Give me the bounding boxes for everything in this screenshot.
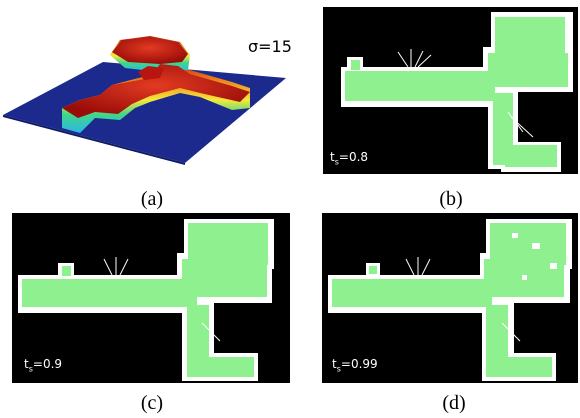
map-graphic xyxy=(18,219,274,381)
panel-c-map: ts=0.9 xyxy=(12,213,290,383)
panel-a-surface-plot: σ=15 xyxy=(0,0,320,190)
free-space-region xyxy=(345,17,568,167)
threshold-label-b: ts=0.8 xyxy=(330,150,369,167)
panel-b-map: ts=0.8 xyxy=(323,7,578,174)
sigma-label: σ=15 xyxy=(248,37,292,56)
surface-peak xyxy=(62,64,250,118)
free-space-region xyxy=(332,223,566,377)
caption-c: (c) xyxy=(140,392,164,414)
panel-d-map: ts=0.99 xyxy=(322,213,578,383)
caption-a: (a) xyxy=(140,188,164,210)
threshold-label-c: ts=0.9 xyxy=(24,357,63,374)
noise-specks xyxy=(512,233,557,280)
map-graphic xyxy=(328,219,572,381)
surface-plot-graphic xyxy=(3,36,286,165)
threshold-label-d: ts=0.99 xyxy=(332,357,378,374)
map-graphic xyxy=(341,12,573,172)
caption-b: (b) xyxy=(439,188,463,210)
free-space-region xyxy=(22,223,268,377)
caption-d: (d) xyxy=(442,392,466,414)
